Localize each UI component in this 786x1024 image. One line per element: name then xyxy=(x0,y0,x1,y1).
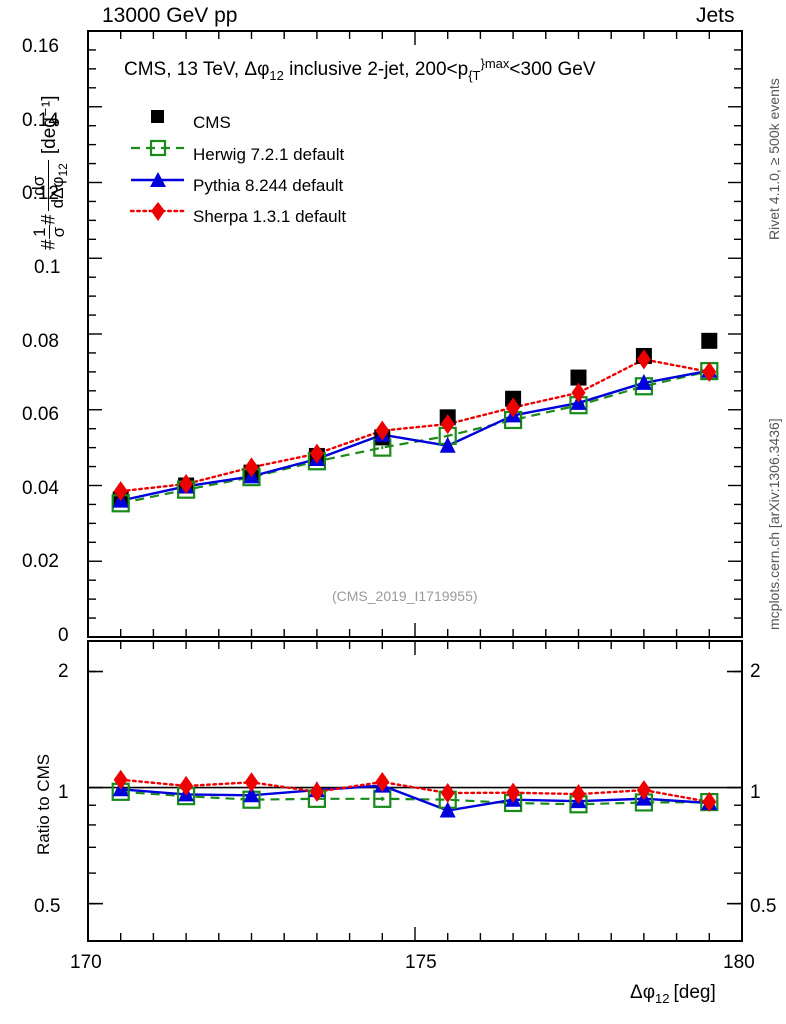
legend-label-pythia: Pythia 8.244 default xyxy=(193,176,344,195)
title-part-3: <300 GeV xyxy=(509,59,596,80)
ytick-014: 0.14 xyxy=(22,110,59,131)
xtick-180: 180 xyxy=(723,952,755,973)
legend-marker-cms xyxy=(151,110,164,123)
ytick-016: 0.16 xyxy=(22,36,59,57)
xtick-175: 175 xyxy=(405,952,437,973)
main-series-lines xyxy=(119,358,711,505)
legend-marker-herwig xyxy=(131,139,184,157)
ytick-010: 0.1 xyxy=(34,257,61,278)
title-sub-2: {T xyxy=(468,68,481,83)
title-part-2: inclusive 2-jet, 200<p xyxy=(283,59,469,80)
main-panel-frame xyxy=(87,30,743,638)
ratio-ytick-05-right: 0.5 xyxy=(750,896,777,917)
legend-label-sherpa: Sherpa 1.3.1 default xyxy=(193,207,347,226)
ytick-002: 0.02 xyxy=(22,551,59,572)
legend-marker-sherpa xyxy=(129,202,186,221)
title-sub-1: 12 xyxy=(269,68,284,83)
legend-label-herwig: Herwig 7.2.1 default xyxy=(193,145,345,164)
x-axis-label: Δφ12 [deg] xyxy=(630,982,716,1006)
ytick-004: 0.04 xyxy=(22,478,59,499)
ratio-series-points xyxy=(111,769,719,818)
legend-label-cms: CMS xyxy=(193,113,231,132)
ytick-000: 0 xyxy=(58,625,69,646)
ratio-panel-ticks xyxy=(88,670,742,942)
ytick-012: 0.12 xyxy=(22,183,59,204)
ratio-ytick-1: 1 xyxy=(58,782,69,803)
plot-title: CMS, 13 TeV, Δφ12 inclusive 2-jet, 200<p… xyxy=(124,56,596,83)
xlabel-unit: [deg] xyxy=(673,982,716,1003)
ytick-006: 0.06 xyxy=(22,404,59,425)
ratio-series-lines xyxy=(119,778,711,812)
title-part-1: CMS, 13 TeV, Δφ xyxy=(124,59,270,80)
x-axis-ticks xyxy=(87,31,743,941)
analysis-id-watermark: (CMS_2019_I1719955) xyxy=(332,588,478,604)
main-panel-ticks xyxy=(88,30,742,638)
xlabel-main: Δφ xyxy=(630,982,656,1003)
ratio-ytick-1-right: 1 xyxy=(750,782,761,803)
legend-marker-pythia xyxy=(131,172,184,187)
title-sup: }max xyxy=(480,56,510,71)
header-right: Jets xyxy=(696,4,735,27)
ratio-ytick-2-right: 2 xyxy=(750,661,761,682)
xtick-170: 170 xyxy=(70,952,102,973)
header-left: 13000 GeV pp xyxy=(102,4,238,27)
main-series-points xyxy=(111,332,719,513)
ytick-008: 0.08 xyxy=(22,331,59,352)
ratio-ytick-05: 0.5 xyxy=(34,896,61,917)
ratio-ytick-2: 2 xyxy=(58,661,69,682)
xlabel-sub: 12 xyxy=(655,991,670,1006)
